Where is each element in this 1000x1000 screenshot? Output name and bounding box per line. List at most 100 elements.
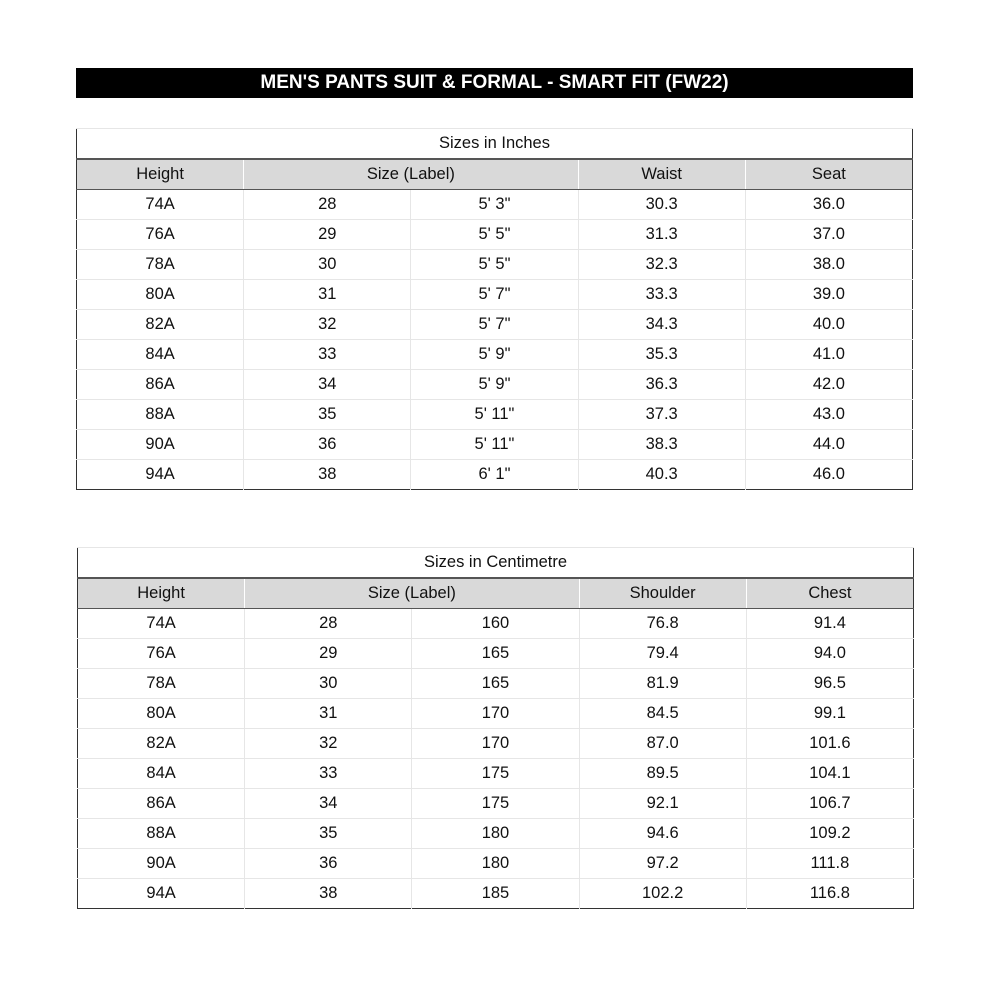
table-row: 94A 38 6' 1" 40.3 46.0 <box>76 459 913 490</box>
table-cell: 28 <box>243 189 411 220</box>
table-cell: 43.0 <box>744 399 913 430</box>
table-cell: 78A <box>76 249 244 280</box>
table-cell: 5' 5" <box>410 249 579 280</box>
page-title: MEN'S PANTS SUIT & FORMAL - SMART FIT (F… <box>76 68 913 98</box>
table-cell: 94A <box>77 878 245 909</box>
table-row: 82A 32 5' 7" 34.3 40.0 <box>76 309 913 340</box>
table-cell: 170 <box>411 698 580 729</box>
table-cell: 35 <box>244 818 412 849</box>
table-cell: 31.3 <box>577 219 746 250</box>
table-cell: 165 <box>411 638 580 669</box>
table-cell: 5' 11" <box>410 399 579 430</box>
table-row: 86A 34 5' 9" 36.3 42.0 <box>76 369 913 400</box>
table-cell: 82A <box>77 728 245 759</box>
table-cell: 46.0 <box>744 459 913 490</box>
table-row: 82A 32 170 87.0 101.6 <box>77 728 914 759</box>
table-cell: 29 <box>243 219 411 250</box>
table-row: 90A 36 5' 11" 38.3 44.0 <box>76 429 913 460</box>
table-cell: 82A <box>76 309 244 340</box>
table-cell: 30.3 <box>577 189 746 220</box>
table-row: 86A 34 175 92.1 106.7 <box>77 788 914 819</box>
table-row: 84A 33 175 89.5 104.1 <box>77 758 914 789</box>
table-row: 78A 30 165 81.9 96.5 <box>77 668 914 699</box>
table-row: 76A 29 5' 5" 31.3 37.0 <box>76 219 913 250</box>
table-cell: 29 <box>244 638 412 669</box>
table-cell: 35 <box>243 399 411 430</box>
column-header: Size (Label) <box>244 577 580 609</box>
table-cell: 5' 9" <box>410 339 579 370</box>
table-cell: 5' 3" <box>410 189 579 220</box>
table-cell: 34 <box>244 788 412 819</box>
table-row: 88A 35 180 94.6 109.2 <box>77 818 914 849</box>
table-cell: 37.0 <box>744 219 913 250</box>
table-cell: 74A <box>77 608 245 639</box>
table-cell: 38 <box>243 459 411 490</box>
table-cell: 35.3 <box>577 339 746 370</box>
table-cell: 38.3 <box>577 429 746 460</box>
table-row: 94A 38 185 102.2 116.8 <box>77 878 914 909</box>
table-cell: 38.0 <box>744 249 913 280</box>
table-cell: 175 <box>411 758 580 789</box>
column-header: Height <box>76 158 244 190</box>
table-cell: 84.5 <box>578 698 747 729</box>
table-cell: 36.0 <box>744 189 913 220</box>
table-cell: 78A <box>77 668 245 699</box>
table-cell: 88A <box>77 818 245 849</box>
table-cell: 165 <box>411 668 580 699</box>
table-cell: 32 <box>244 728 412 759</box>
table-cell: 170 <box>411 728 580 759</box>
table-cell: 76.8 <box>578 608 747 639</box>
table-cell: 94.0 <box>745 638 914 669</box>
table-cell: 80A <box>76 279 244 310</box>
table-cell: 5' 9" <box>410 369 579 400</box>
table-cell: 36 <box>244 848 412 879</box>
table-row: 74A 28 160 76.8 91.4 <box>77 608 914 639</box>
table-cell: 33 <box>244 758 412 789</box>
table-row: 84A 33 5' 9" 35.3 41.0 <box>76 339 913 370</box>
table-cell: 34.3 <box>577 309 746 340</box>
column-header: Waist <box>577 158 746 190</box>
table-cell: 32 <box>243 309 411 340</box>
table-cell: 96.5 <box>745 668 914 699</box>
table-cell: 91.4 <box>745 608 914 639</box>
table-cell: 44.0 <box>744 429 913 460</box>
table-cell: 40.0 <box>744 309 913 340</box>
table-cell: 39.0 <box>744 279 913 310</box>
table-cell: 34 <box>243 369 411 400</box>
table-cell: 6' 1" <box>410 459 579 490</box>
table-cell: 175 <box>411 788 580 819</box>
table-row: 80A 31 170 84.5 99.1 <box>77 698 914 729</box>
column-header: Chest <box>745 577 914 609</box>
table-cell: 42.0 <box>744 369 913 400</box>
table-cell: 99.1 <box>745 698 914 729</box>
table-cell: 38 <box>244 878 412 909</box>
table-cell: 76A <box>77 638 245 669</box>
table-cell: 106.7 <box>745 788 914 819</box>
table-cell: 33.3 <box>577 279 746 310</box>
table-cell: 111.8 <box>745 848 914 879</box>
table-cell: 84A <box>76 339 244 370</box>
table-cell: 90A <box>77 848 245 879</box>
table-cell: 160 <box>411 608 580 639</box>
table-cell: 5' 11" <box>410 429 579 460</box>
table-cell: 109.2 <box>745 818 914 849</box>
table-row: 76A 29 165 79.4 94.0 <box>77 638 914 669</box>
table-cell: 79.4 <box>578 638 747 669</box>
table-cell: 76A <box>76 219 244 250</box>
table-cell: 97.2 <box>578 848 747 879</box>
table-cell: 36 <box>243 429 411 460</box>
table-cell: 94.6 <box>578 818 747 849</box>
table-cell: 33 <box>243 339 411 370</box>
table-cell: 185 <box>411 878 580 909</box>
table-caption: Sizes in Centimetre <box>77 547 914 579</box>
table-cell: 116.8 <box>745 878 914 909</box>
table-cell: 88A <box>76 399 244 430</box>
table-cell: 80A <box>77 698 245 729</box>
table-cell: 86A <box>77 788 245 819</box>
table-cell: 5' 5" <box>410 219 579 250</box>
size-table-inches: Sizes in Inches Height Size (Label) Waist Se… <box>76 128 913 490</box>
table-row: 88A 35 5' 11" 37.3 43.0 <box>76 399 913 430</box>
table-cell: 101.6 <box>745 728 914 759</box>
table-cell: 86A <box>76 369 244 400</box>
table-cell: 36.3 <box>577 369 746 400</box>
